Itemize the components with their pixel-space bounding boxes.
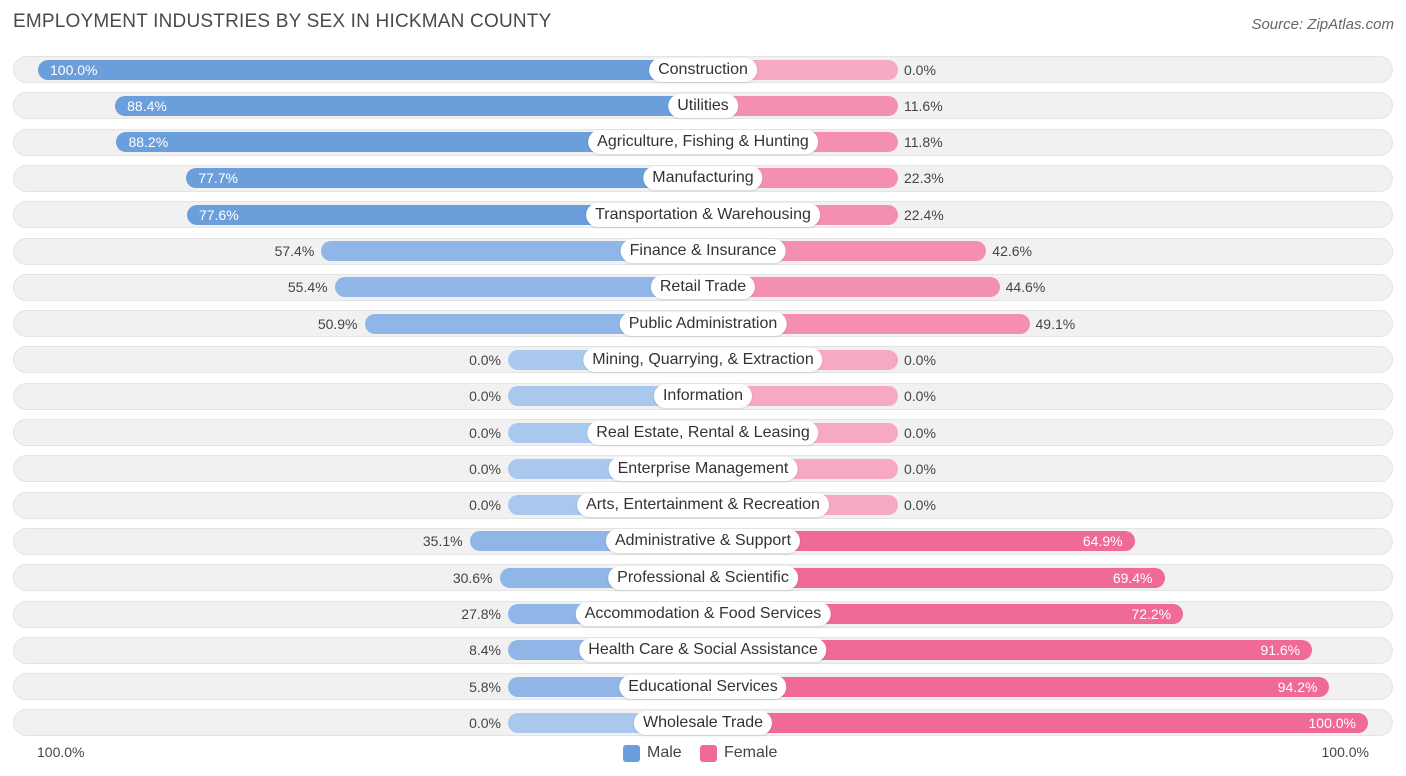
value-label-female: 49.1% — [1035, 315, 1076, 332]
category-label: Public Administration — [619, 311, 787, 336]
value-label-female: 11.6% — [904, 97, 943, 114]
bar-female — [703, 531, 1135, 552]
value-label-male: 0.0% — [469, 460, 501, 477]
legend-swatch-female — [700, 744, 717, 762]
bar-male — [334, 277, 703, 298]
category-label: Manufacturing — [643, 166, 763, 191]
value-label-male: 0.0% — [469, 497, 501, 514]
legend: Male Female — [0, 742, 1406, 764]
value-label-male: 55.4% — [287, 279, 328, 296]
bar-male — [186, 168, 703, 189]
bar-female — [703, 712, 1368, 733]
bar-male — [321, 241, 703, 261]
value-label-female: 0.0% — [904, 61, 936, 78]
value-label-male: 77.7% — [198, 170, 238, 187]
value-label-female: 22.4% — [904, 206, 944, 223]
value-label-male: 0.0% — [469, 351, 501, 368]
bar-female — [703, 676, 1330, 697]
bar-female — [703, 95, 898, 116]
category-label: Arts, Entertainment & Recreation — [577, 493, 829, 518]
category-label: Finance & Insurance — [620, 239, 786, 263]
value-label-female: 91.6% — [1260, 642, 1301, 659]
value-label-female: 72.2% — [1131, 606, 1172, 622]
axis-right-label: 100.0% — [1321, 744, 1369, 760]
category-label: Real Estate, Rental & Leasing — [587, 420, 819, 445]
value-label-female: 94.2% — [1277, 678, 1318, 695]
value-label-male: 100.0% — [50, 61, 98, 78]
category-label: Construction — [649, 57, 757, 82]
bar-female — [703, 386, 898, 407]
category-label: Wholesale Trade — [633, 710, 773, 735]
value-label-male: 88.4% — [127, 97, 167, 114]
category-label: Accommodation & Food Services — [575, 602, 831, 626]
value-label-male: 30.6% — [452, 569, 493, 586]
bar-female — [703, 567, 1165, 588]
legend-swatch-male — [623, 744, 640, 762]
category-label: Retail Trade — [650, 275, 756, 300]
category-label: Professional & Scientific — [608, 565, 798, 590]
value-label-male: 50.9% — [317, 315, 358, 332]
value-label-male: 0.0% — [469, 388, 501, 405]
value-label-female: 22.3% — [904, 170, 944, 187]
category-label: Utilities — [668, 93, 738, 118]
bar-female — [703, 277, 1000, 298]
value-label-male: 0.0% — [469, 714, 501, 731]
category-label: Enterprise Management — [608, 456, 798, 481]
category-label: Mining, Quarrying, & Extraction — [583, 347, 823, 372]
value-label-female: 44.6% — [1005, 279, 1046, 296]
legend-item-male[interactable]: Male — [623, 742, 682, 764]
legend-label-female: Female — [724, 744, 778, 761]
axis-left-label: 100.0% — [37, 744, 85, 760]
category-label: Educational Services — [619, 674, 787, 699]
bar-male — [364, 313, 703, 334]
category-label: Administrative & Support — [605, 529, 801, 554]
value-label-male: 77.6% — [198, 206, 239, 223]
source-label: Source: ZipAtlas.com — [1251, 16, 1394, 33]
value-label-female: 0.0% — [904, 424, 936, 441]
value-label-female: 42.6% — [992, 243, 1032, 259]
value-label-female: 100.0% — [1308, 714, 1356, 731]
chart-title: EMPLOYMENT INDUSTRIES BY SEX IN HICKMAN … — [13, 11, 552, 32]
category-label: Agriculture, Fishing & Hunting — [588, 130, 818, 155]
value-label-male: 5.8% — [469, 678, 501, 695]
legend-item-female[interactable]: Female — [700, 742, 777, 764]
value-label-male: 8.4% — [469, 642, 501, 659]
category-label: Health Care & Social Assistance — [579, 638, 827, 663]
value-label-male: 35.1% — [422, 533, 463, 550]
value-label-female: 0.0% — [904, 460, 936, 477]
category-label: Information — [653, 384, 753, 409]
value-label-female: 0.0% — [904, 388, 936, 405]
bar-male — [38, 59, 703, 80]
bar-male — [115, 95, 703, 116]
value-label-male: 57.4% — [274, 243, 315, 259]
value-label-male: 27.8% — [461, 606, 501, 622]
value-label-female: 64.9% — [1082, 533, 1123, 550]
legend-label-male: Male — [647, 744, 682, 761]
value-label-male: 88.2% — [128, 134, 169, 151]
category-label: Transportation & Warehousing — [586, 202, 820, 227]
bar-female — [703, 640, 1313, 661]
value-label-female: 11.8% — [904, 134, 943, 151]
value-label-female: 0.0% — [904, 497, 936, 514]
bar-male — [116, 132, 703, 153]
value-label-female: 69.4% — [1112, 569, 1153, 586]
value-label-male: 0.0% — [469, 424, 501, 441]
bar-male — [186, 204, 703, 225]
value-label-female: 0.0% — [904, 351, 936, 368]
